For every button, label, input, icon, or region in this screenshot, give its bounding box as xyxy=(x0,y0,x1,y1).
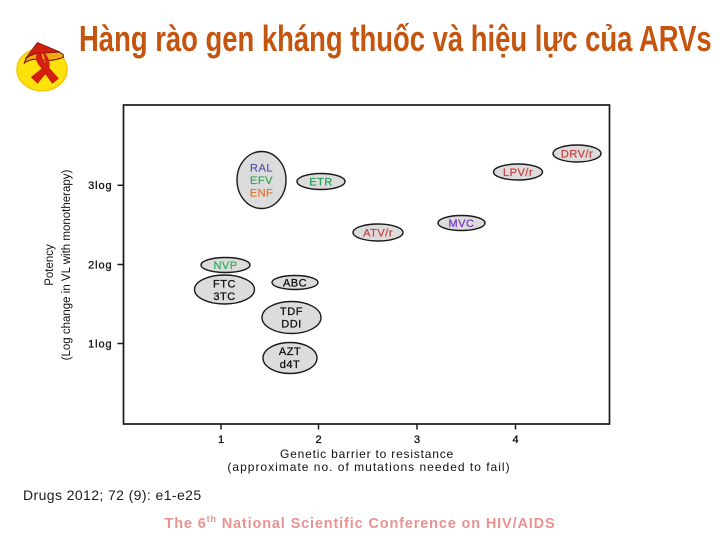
svg-text:(approximate no. of mutations: (approximate no. of mutations needed to … xyxy=(227,460,510,474)
svg-text:ABC: ABC xyxy=(283,278,307,290)
svg-text:Potency: Potency xyxy=(44,244,56,286)
svg-text:RAL: RAL xyxy=(250,163,273,175)
svg-text:DRV/r: DRV/r xyxy=(561,149,593,161)
svg-text:(Log change in VL with monothe: (Log change in VL with monotherapy) xyxy=(61,169,73,360)
svg-text:2: 2 xyxy=(315,434,321,446)
svg-text:3log: 3log xyxy=(88,180,112,192)
svg-text:TDF: TDF xyxy=(280,306,303,318)
svg-text:3: 3 xyxy=(414,434,420,446)
svg-text:Genetic barrier to resistance: Genetic barrier to resistance xyxy=(280,447,454,461)
svg-text:DDI: DDI xyxy=(281,319,301,331)
svg-text:EFV: EFV xyxy=(250,175,273,187)
svg-text:ATV/r: ATV/r xyxy=(363,228,393,240)
svg-text:d4T: d4T xyxy=(280,359,300,371)
svg-text:1log: 1log xyxy=(88,338,112,350)
svg-text:ENF: ENF xyxy=(250,188,274,200)
svg-text:ETR: ETR xyxy=(309,177,333,189)
svg-text:3TC: 3TC xyxy=(213,291,235,303)
svg-text:MVC: MVC xyxy=(449,218,475,230)
svg-text:LPV/r: LPV/r xyxy=(503,167,533,179)
svg-text:1: 1 xyxy=(218,434,224,446)
svg-text:NVP: NVP xyxy=(213,260,237,272)
svg-text:AZT: AZT xyxy=(279,346,301,358)
svg-text:FTC: FTC xyxy=(213,279,236,291)
svg-text:2log: 2log xyxy=(88,259,112,271)
svg-text:4: 4 xyxy=(512,434,518,446)
